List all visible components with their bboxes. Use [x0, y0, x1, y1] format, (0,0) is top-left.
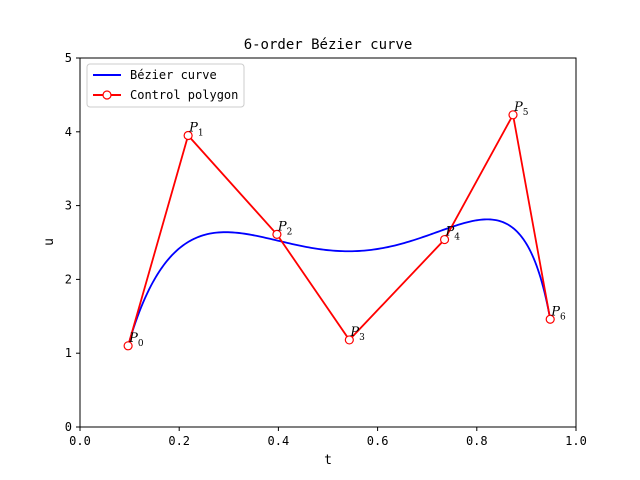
control-point-marker	[123, 341, 133, 351]
control-point-subscript: 2	[287, 227, 293, 237]
legend-box	[86, 63, 245, 108]
chart-title: 6-order Bézier curve	[244, 37, 413, 53]
control-point-letter: P	[277, 219, 287, 234]
control-point-marker	[545, 314, 555, 324]
y-axis: 0 1 2 3 4 5	[65, 51, 80, 434]
y-tick-label: 3	[65, 199, 72, 213]
control-point-label: P0	[128, 331, 144, 349]
control-point-subscript: 4	[454, 233, 460, 243]
axes-frame	[79, 57, 577, 428]
legend-marker-control	[102, 90, 112, 100]
control-point-subscript: 1	[198, 128, 204, 138]
legend: Bézier curve Control polygon	[86, 63, 245, 108]
y-axis-label: u	[42, 238, 57, 246]
x-tick-label: 0.6	[367, 434, 389, 448]
control-point-label: P1	[188, 120, 203, 138]
control-point-letter: P	[445, 225, 455, 240]
control-point-marker	[508, 110, 518, 120]
control-point-letter: P	[349, 325, 359, 340]
x-tick-label: 0.2	[168, 434, 190, 448]
y-tick-label: 2	[65, 272, 72, 286]
legend-label-bezier: Bézier curve	[130, 68, 217, 82]
x-tick-label: 0.4	[268, 434, 290, 448]
control-point-marker	[183, 130, 193, 141]
x-tick-label: 0.8	[466, 434, 488, 448]
control-polygon-line	[127, 112, 552, 347]
control-point-letter: P	[550, 304, 560, 319]
control-point-subscript: 0	[138, 339, 144, 349]
control-point-marker	[344, 335, 354, 345]
control-point-label: P4	[445, 225, 461, 243]
control-point-label: P6	[550, 304, 566, 322]
y-tick-label: 5	[65, 51, 72, 65]
control-point-letter: P	[513, 100, 523, 115]
control-point-letter: P	[128, 331, 138, 346]
y-tick-label: 4	[65, 125, 72, 139]
control-point-subscript: 5	[523, 108, 529, 118]
control-point-letter: P	[188, 120, 198, 135]
x-tick-label: 1.0	[565, 434, 587, 448]
control-point-subscript: 6	[560, 312, 566, 322]
control-point-marker	[439, 234, 450, 245]
control-point-marker	[272, 229, 282, 239]
y-tick-label: 1	[65, 346, 72, 360]
control-point-label: P3	[349, 325, 365, 343]
x-tick-label: 0.0	[69, 434, 91, 448]
y-tick-label: 0	[65, 420, 72, 434]
x-axis: 0.0 0.2 0.4 0.6 0.8 1.0	[69, 427, 587, 448]
control-point-subscript: 3	[359, 333, 365, 343]
control-point-label: P5	[513, 100, 529, 118]
control-point-label: P2	[277, 219, 292, 237]
legend-label-control: Control polygon	[130, 88, 238, 102]
x-axis-label: t	[324, 453, 332, 468]
bezier-curve-line	[127, 218, 552, 347]
